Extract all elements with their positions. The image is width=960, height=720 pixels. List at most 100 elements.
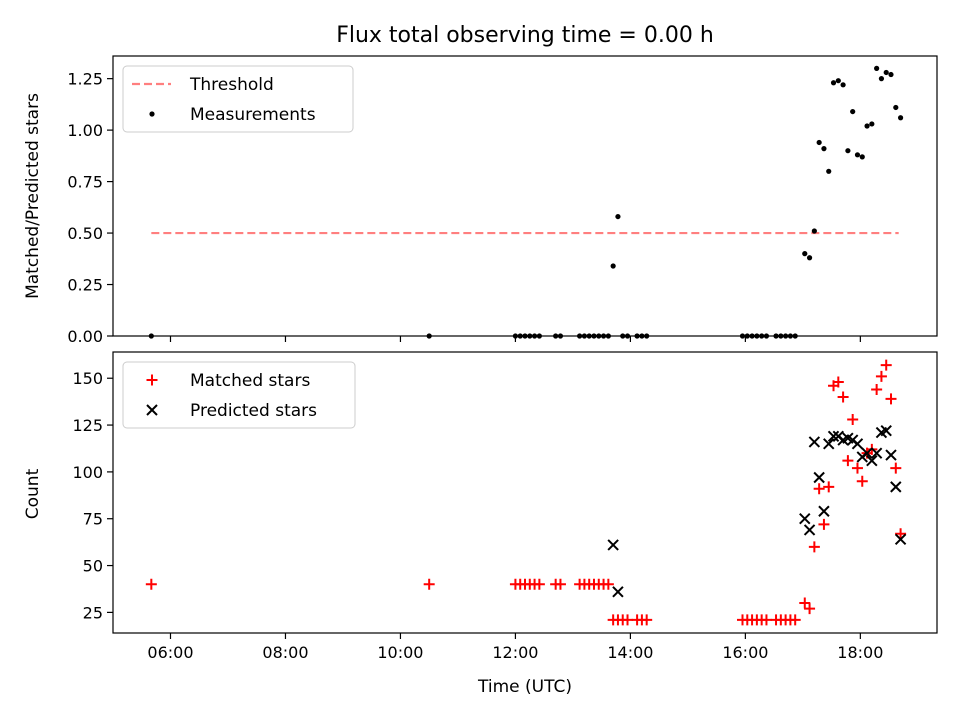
data-point — [586, 333, 592, 339]
data-point — [802, 251, 808, 257]
data-point — [799, 597, 811, 609]
data-point — [808, 541, 820, 553]
data-point — [749, 333, 755, 339]
plot-frame — [112, 351, 938, 634]
data-point — [813, 471, 825, 484]
legend-swatch — [146, 374, 158, 386]
data-point — [808, 436, 821, 448]
data-point — [885, 449, 897, 461]
data-point — [870, 447, 883, 459]
x-tick-label: 12:00 — [492, 643, 538, 662]
data-point — [835, 78, 841, 84]
data-point — [851, 438, 864, 450]
data-point — [847, 413, 859, 425]
data-point — [533, 578, 545, 590]
data-point — [739, 333, 746, 339]
data-point — [880, 359, 892, 371]
data-point — [894, 533, 907, 546]
data-point — [826, 168, 832, 174]
data-point — [517, 333, 523, 339]
data-point — [885, 393, 897, 405]
data-point — [818, 505, 830, 517]
data-point — [554, 578, 566, 590]
y-tick-label: 0.25 — [67, 276, 103, 295]
data-point — [607, 539, 619, 551]
legend-label: Measurements — [190, 105, 316, 125]
top-y-axis-label: Matched/Predicted stars — [23, 93, 43, 299]
x-axis-label: Time (UTC) — [477, 677, 572, 697]
data-point — [644, 333, 650, 339]
x-tick-label: 10:00 — [377, 643, 423, 662]
data-point — [620, 333, 626, 339]
data-point — [792, 333, 798, 339]
x-tick-label: 14:00 — [607, 643, 653, 662]
data-point — [861, 447, 873, 459]
chart-title: Flux total observing time = 0.00 h — [336, 23, 714, 48]
data-point — [799, 513, 811, 525]
data-point — [803, 524, 816, 536]
data-point — [854, 152, 861, 158]
data-point — [426, 333, 432, 339]
data-point — [866, 454, 878, 467]
data-point — [591, 333, 597, 339]
legend-swatch — [146, 404, 158, 416]
y-tick-label: 100 — [72, 463, 103, 482]
data-point — [823, 438, 835, 450]
x-tick-label: 18:00 — [837, 643, 883, 662]
data-point — [600, 333, 607, 339]
data-point — [783, 333, 789, 339]
data-point — [641, 614, 653, 626]
data-point — [827, 430, 840, 443]
series-predicted-stars — [607, 424, 907, 598]
legend-label: Matched stars — [190, 371, 310, 391]
data-point — [811, 228, 817, 234]
data-point — [890, 481, 902, 493]
data-point — [754, 333, 760, 339]
data-point — [536, 333, 542, 339]
data-point — [522, 333, 528, 339]
y-tick-label: 1.00 — [67, 121, 103, 140]
data-point — [816, 139, 822, 146]
data-point — [821, 146, 827, 152]
data-point — [871, 383, 883, 395]
data-point — [527, 333, 533, 339]
bottom-y-axis-label: Count — [23, 468, 43, 519]
y-tick-label: 50 — [83, 557, 103, 576]
data-point — [895, 528, 907, 540]
data-point — [639, 333, 645, 339]
data-point — [553, 333, 559, 339]
data-point — [818, 518, 830, 530]
data-point — [875, 370, 887, 382]
data-point — [423, 578, 435, 590]
bottom-panel: 25 50 75 100 125 150 06:00 08:00 10:00 12:00 14:00… — [72, 351, 938, 662]
legend — [122, 361, 356, 429]
data-point — [531, 333, 538, 339]
data-point — [842, 455, 854, 467]
data-point — [883, 69, 889, 76]
data-point — [837, 391, 849, 403]
data-point — [581, 333, 588, 339]
data-point — [897, 115, 904, 121]
data-point — [605, 333, 611, 339]
data-point — [744, 333, 750, 339]
data-point — [622, 614, 634, 626]
data-point — [773, 333, 779, 339]
data-point — [888, 71, 894, 78]
data-point — [634, 333, 640, 339]
data-point — [806, 255, 813, 261]
data-point — [890, 462, 902, 474]
data-point — [813, 483, 825, 495]
series-measurements — [148, 65, 904, 339]
data-point — [869, 121, 875, 127]
y-tick-label: 0.50 — [67, 224, 103, 243]
data-point — [610, 263, 616, 269]
data-point — [832, 376, 844, 388]
data-point — [602, 578, 614, 590]
data-point — [763, 333, 770, 339]
data-point — [874, 65, 880, 71]
y-tick-label: 1.25 — [67, 70, 103, 89]
legend-label: Threshold — [189, 75, 274, 95]
data-point — [850, 108, 856, 115]
y-tick-label: 25 — [83, 603, 103, 622]
